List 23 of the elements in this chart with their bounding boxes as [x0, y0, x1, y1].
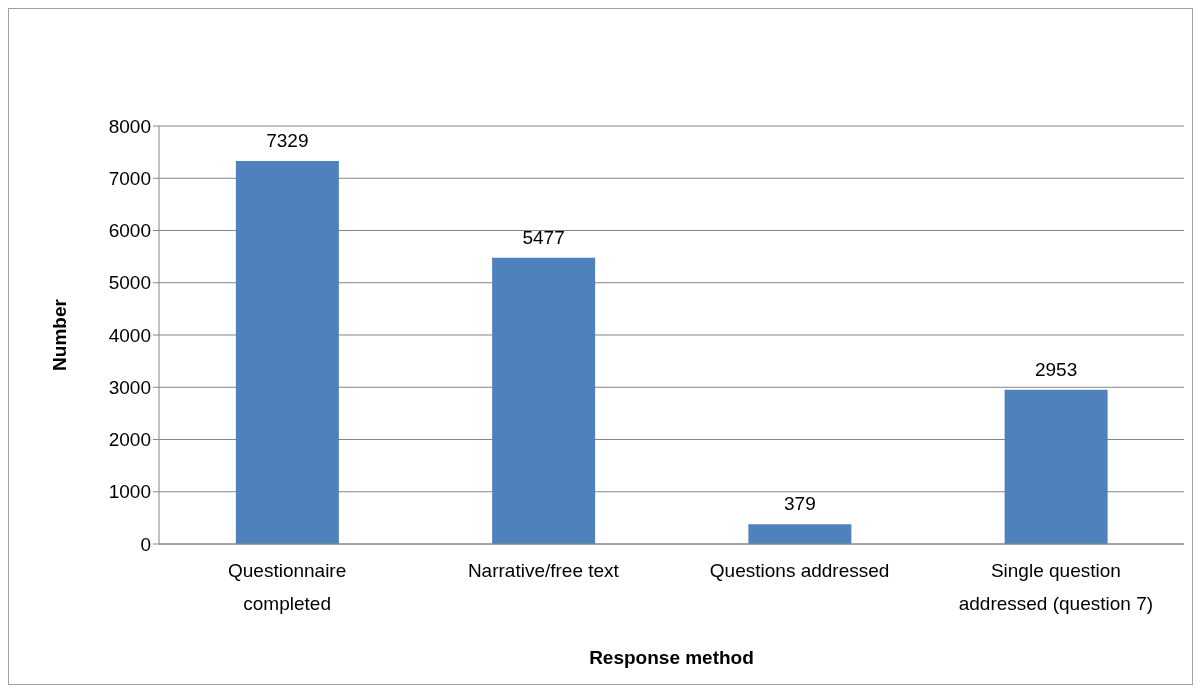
y-tick-label: 7000	[108, 167, 151, 189]
data-label: 5477	[522, 226, 565, 248]
y-tick-label: 6000	[108, 220, 151, 242]
x-tick-label: Questions addressed	[709, 560, 890, 581]
data-label: 379	[784, 493, 816, 515]
bar	[748, 524, 852, 544]
y-tick-label: 3000	[108, 376, 151, 398]
x-tick-label: Questionnaire completed	[227, 560, 347, 614]
data-label: 2953	[1034, 358, 1078, 380]
y-tick-label: 2000	[108, 429, 151, 451]
bar	[1004, 389, 1108, 544]
y-tick-label: 8000	[108, 115, 151, 137]
y-tick-label: 5000	[108, 272, 151, 294]
x-tick-label: Single question addressed (question 7)	[958, 560, 1154, 614]
bar	[492, 257, 596, 544]
x-tick-label: Narrative/free text	[467, 560, 620, 581]
y-axis-title: Number	[48, 298, 70, 371]
bar	[235, 161, 339, 544]
data-label: 7329	[266, 130, 309, 152]
y-tick-label: 0	[140, 533, 151, 555]
y-tick-label: 4000	[108, 324, 151, 346]
y-tick-label: 1000	[108, 481, 151, 503]
x-axis-title: Response method	[589, 647, 754, 668]
